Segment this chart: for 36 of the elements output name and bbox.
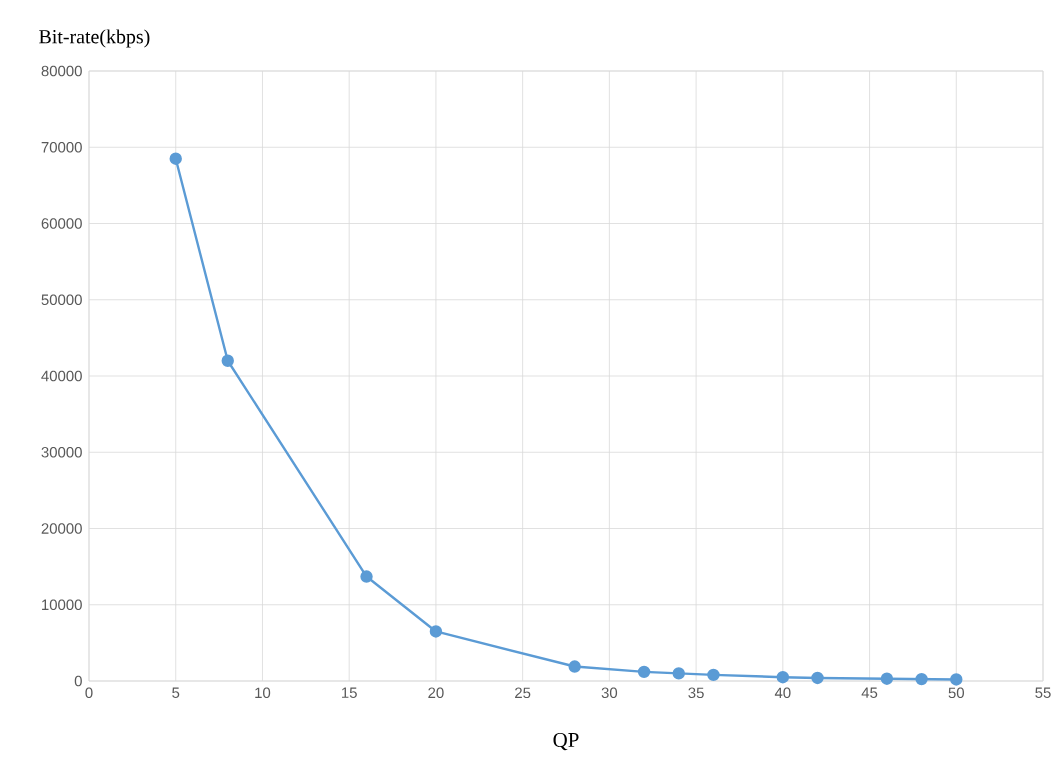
- point: [915, 672, 928, 686]
- x-tick-label: 40: [774, 687, 791, 699]
- y-tick-label: 40000: [41, 370, 82, 382]
- x-tick-label: 5: [172, 687, 180, 698]
- point: [568, 660, 581, 673]
- y-tick-label: 0: [74, 675, 82, 687]
- x-axis-title: QP: [553, 732, 579, 751]
- point: [429, 625, 443, 638]
- point: [811, 671, 824, 685]
- x-tick-label: 30: [601, 687, 618, 699]
- y-tick-label: 10000: [42, 599, 82, 611]
- x-tick-label: 45: [861, 687, 878, 698]
- point: [672, 667, 685, 680]
- point: [707, 668, 720, 682]
- x-tick-label: 35: [688, 687, 704, 699]
- y-tick-label: 50000: [41, 294, 82, 306]
- x-tick-label: 20: [428, 687, 444, 699]
- y-axis-title: Bit-rate(kbps): [39, 29, 150, 48]
- point: [169, 152, 182, 165]
- point: [637, 665, 651, 679]
- y-tick-label: 70000: [41, 141, 82, 153]
- x-tick-label: 50: [948, 687, 964, 699]
- x-tick-label: 10: [255, 687, 271, 699]
- y-tick-label: 80000: [41, 65, 82, 77]
- point: [776, 670, 790, 684]
- x-tick-label: 15: [342, 687, 357, 698]
- point: [221, 354, 234, 367]
- y-tick-label: 20000: [41, 523, 82, 534]
- x-tick-label: 55: [1035, 687, 1051, 698]
- point: [880, 672, 894, 685]
- y-tick-label: 60000: [41, 218, 82, 229]
- x-tick-label: 25: [515, 687, 531, 699]
- point: [950, 673, 963, 686]
- x-tick-label: 0: [85, 687, 93, 699]
- point: [360, 570, 373, 583]
- y-tick-label: 30000: [41, 446, 82, 458]
